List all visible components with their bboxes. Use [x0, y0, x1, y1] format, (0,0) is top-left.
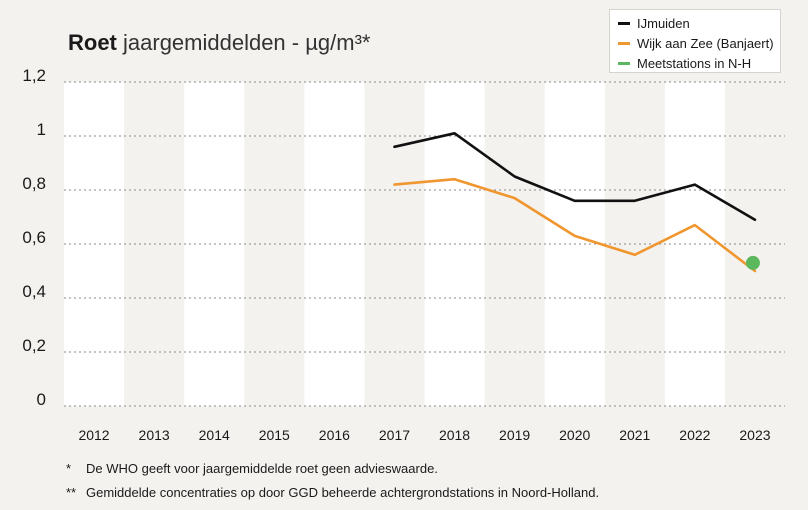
x-tick-label: 2020: [559, 427, 590, 443]
legend-swatch-ijmuiden: [618, 21, 630, 25]
legend-label-ijmuiden: IJmuiden: [637, 15, 690, 31]
legend-swatch-meetstations: [618, 61, 630, 65]
x-tick-label: 2021: [619, 427, 650, 443]
legend-item-ijmuiden: IJmuiden: [618, 13, 780, 33]
x-tick-label: 2014: [199, 427, 230, 443]
footnote: ** Gemiddelde concentraties op door GGD …: [66, 481, 599, 505]
footnote: * De WHO geeft voor jaargemiddelde roet …: [66, 457, 599, 481]
y-tick-label: 1,2: [22, 66, 46, 85]
x-tick-label: 2015: [259, 427, 290, 443]
x-tick-label: 2018: [439, 427, 470, 443]
legend-label-wijk-aan-zee: Wijk aan Zee (Banjaert): [637, 35, 774, 51]
x-tick-label: 2016: [319, 427, 350, 443]
legend-item-wijk-aan-zee: Wijk aan Zee (Banjaert): [618, 33, 780, 53]
footnote-mark: *: [66, 461, 72, 476]
y-tick-label: 0: [37, 390, 46, 409]
chart-title: Roet jaargemiddelden - µg/m³*: [68, 30, 370, 56]
footnotes: * De WHO geeft voor jaargemiddelde roet …: [66, 457, 599, 505]
legend-label-meetstations: Meetstations in N-H: [637, 55, 752, 71]
footnote-mark: **: [66, 485, 77, 500]
chart-title-rest: jaargemiddelden - µg/m³*: [116, 30, 371, 55]
y-tick-label: 0,4: [22, 282, 46, 301]
x-tick-label: 2017: [379, 427, 410, 443]
y-tick-label: 0,8: [22, 174, 46, 193]
series-line-wijk-aan-zee-banjaert: [393, 177, 757, 273]
chart-title-bold: Roet: [68, 30, 117, 55]
x-tick-label: 2013: [139, 427, 170, 443]
data-series: [393, 132, 760, 273]
y-tick-label: 0,2: [22, 336, 46, 355]
y-axis-tick-labels: 0 0,2 0,4 0,6 0,8 1 1,2: [22, 66, 46, 409]
legend-swatch-wijk-aan-zee: [618, 41, 630, 45]
y-tick-label: 1: [37, 120, 46, 139]
footnote-text: De WHO geeft voor jaargemiddelde roet ge…: [86, 461, 438, 476]
y-tick-label: 0,6: [22, 228, 46, 247]
series-line-ijmuiden: [393, 132, 757, 221]
x-tick-label: 2019: [499, 427, 530, 443]
legend-item-meetstations: Meetstations in N-H: [618, 53, 780, 73]
x-axis-tick-labels: 2012 2013 2014 2015 2016 2017 2018 2019 2020 2021…: [78, 427, 770, 443]
x-tick-label: 2012: [78, 427, 109, 443]
footnote-text: Gemiddelde concentraties op door GGD beh…: [86, 485, 600, 500]
x-tick-label: 2023: [739, 427, 770, 443]
gridlines: [64, 81, 785, 407]
x-tick-label: 2022: [679, 427, 710, 443]
data-point-meetstations-in-n-h: [745, 255, 760, 270]
legend: IJmuiden Wijk aan Zee (Banjaert) Meetsta…: [609, 9, 781, 73]
